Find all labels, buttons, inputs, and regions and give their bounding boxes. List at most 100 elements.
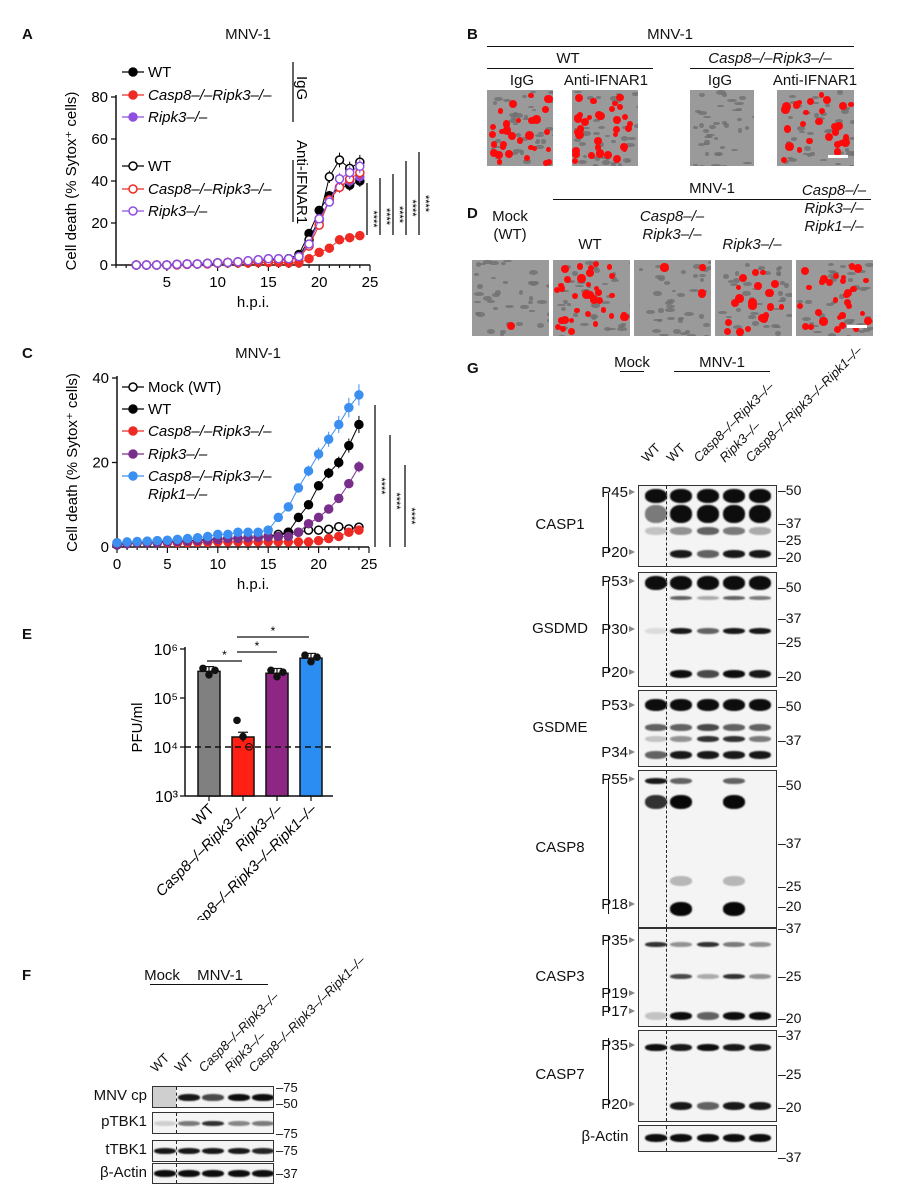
band-arrow-icon bbox=[629, 990, 635, 996]
protein-band bbox=[749, 527, 771, 535]
data-point bbox=[202, 258, 213, 269]
band-arrow-icon bbox=[629, 1101, 635, 1107]
protein-band bbox=[697, 751, 719, 759]
protein-band bbox=[697, 973, 719, 979]
protein-band bbox=[723, 973, 745, 979]
sytox-positive-cell bbox=[576, 125, 585, 134]
sytox-positive-cell bbox=[593, 286, 600, 292]
chart-c: 0 20 40 0 5 10 15 20 25 h.p.i. Cell death (% Sytox… bbox=[64, 370, 417, 593]
lane-divider bbox=[666, 486, 667, 566]
panel-b-title: MNV-1 bbox=[647, 26, 693, 43]
sytox-positive-cell bbox=[848, 263, 855, 270]
data-point bbox=[152, 535, 163, 546]
protein-band bbox=[723, 1134, 745, 1142]
mock-label: Mock bbox=[614, 354, 650, 371]
sytox-positive-cell bbox=[843, 298, 851, 306]
significance-label: **** bbox=[390, 492, 402, 510]
data-point bbox=[172, 534, 183, 545]
blot-label: CASP8 bbox=[535, 839, 585, 856]
protein-band bbox=[723, 699, 745, 711]
protein-band bbox=[723, 902, 745, 916]
protein-band bbox=[697, 576, 719, 590]
sytox-positive-cell bbox=[617, 103, 623, 110]
mw-marker: –37 bbox=[778, 1149, 802, 1165]
data-point bbox=[263, 253, 274, 264]
legend-marker bbox=[128, 161, 138, 171]
band-arrow-icon bbox=[629, 702, 635, 708]
mw-marker: –37 bbox=[778, 835, 802, 851]
sytox-positive-cell bbox=[838, 101, 847, 110]
protein-band bbox=[697, 527, 719, 535]
y-tick-label: 10⁶ bbox=[154, 642, 178, 659]
protein-band bbox=[749, 973, 771, 979]
band-arrow-icon bbox=[629, 549, 635, 555]
sytox-positive-cell bbox=[499, 128, 505, 135]
sytox-positive-cell bbox=[697, 289, 707, 298]
panel-label-a: A bbox=[22, 26, 33, 43]
blot-0 bbox=[152, 1086, 274, 1108]
mw-marker: –37 bbox=[778, 610, 802, 626]
data-point bbox=[313, 525, 324, 535]
blot-1 bbox=[152, 1112, 274, 1134]
sytox-positive-cell bbox=[735, 284, 741, 290]
blot-bracket bbox=[608, 778, 610, 914]
sytox-positive-cell bbox=[545, 158, 552, 165]
panel-b-igg-2: IgG bbox=[707, 72, 733, 89]
protein-band bbox=[670, 628, 692, 634]
band-arrow-icon bbox=[629, 1008, 635, 1014]
sytox-positive-cell bbox=[595, 289, 602, 297]
sytox-positive-cell bbox=[834, 325, 842, 334]
protein-band bbox=[645, 628, 667, 634]
row-label: β-Actin bbox=[100, 1164, 147, 1181]
y-axis-label: Cell death (% Sytox⁺ cells) bbox=[64, 373, 81, 552]
sytox-positive-cell bbox=[799, 120, 807, 128]
micrograph-dko bbox=[634, 260, 711, 336]
data-point bbox=[344, 440, 354, 451]
data-point bbox=[283, 502, 294, 512]
legend-marker bbox=[128, 112, 138, 122]
protein-band bbox=[670, 489, 692, 503]
protein-band bbox=[749, 1102, 771, 1110]
panel-d-col-tko: Casp8–/– Ripk3–/– Ripk1–/– bbox=[801, 182, 867, 235]
data-point bbox=[172, 259, 182, 270]
protein-band bbox=[228, 1093, 250, 1101]
band-label: P35 bbox=[601, 1037, 628, 1054]
protein-band bbox=[723, 723, 745, 731]
blot-bracket bbox=[608, 580, 610, 673]
chart-e: 10³10⁴10⁵10⁶PFU/mlWTCasp8–/–Ripk3–/–Ripk… bbox=[129, 624, 333, 920]
legend-marker bbox=[128, 382, 138, 392]
protein-band bbox=[670, 670, 692, 678]
y-tick-label: 40 bbox=[92, 370, 109, 387]
sytox-positive-cell bbox=[766, 303, 775, 311]
sytox-positive-cell bbox=[815, 308, 822, 316]
sytox-positive-cell bbox=[496, 159, 502, 165]
lane-divider bbox=[176, 1113, 177, 1133]
sytox-positive-cell bbox=[612, 125, 621, 134]
data-point bbox=[304, 239, 314, 249]
protein-band bbox=[645, 489, 667, 503]
data-point bbox=[293, 512, 304, 523]
protein-band bbox=[697, 1012, 719, 1020]
lane-divider bbox=[666, 929, 667, 1026]
sytox-positive-cell bbox=[573, 128, 580, 135]
blot-actin bbox=[638, 1125, 777, 1152]
protein-band bbox=[670, 699, 692, 711]
data-point bbox=[323, 504, 334, 514]
sytox-positive-cell bbox=[626, 121, 633, 128]
protein-band bbox=[645, 778, 667, 784]
protein-band bbox=[749, 941, 771, 947]
sytox-positive-cell bbox=[587, 265, 595, 272]
sytox-positive-cell bbox=[613, 115, 622, 124]
data-point bbox=[344, 402, 354, 413]
sytox-positive-cell bbox=[593, 260, 600, 267]
protein-band bbox=[749, 505, 771, 523]
sytox-positive-cell bbox=[781, 102, 791, 112]
significance-label: **** bbox=[367, 210, 379, 228]
sytox-positive-cell bbox=[553, 286, 561, 294]
blot-label: GSDMD bbox=[532, 619, 588, 637]
lane-label: WT bbox=[638, 440, 664, 465]
protein-band bbox=[723, 795, 745, 809]
x-tick-label: 5 bbox=[163, 274, 171, 291]
protein-band bbox=[749, 1134, 771, 1142]
mw-marker: –50 bbox=[778, 777, 802, 793]
